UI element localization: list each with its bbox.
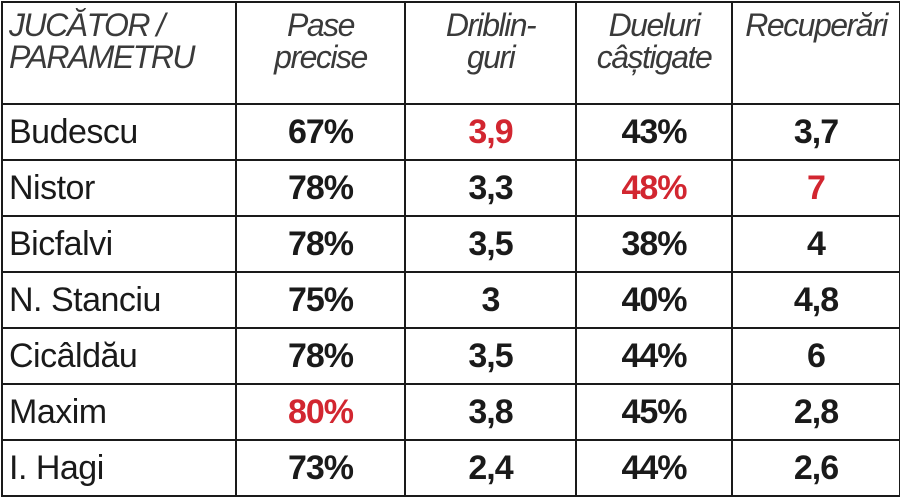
recoveries-cell: 3,7 bbox=[731, 103, 900, 161]
header-line: Pase bbox=[287, 7, 355, 43]
player-name-cell: Budescu bbox=[1, 103, 237, 161]
accurate-passes-cell: 78% bbox=[235, 327, 406, 385]
duels-won-cell: 44% bbox=[575, 439, 733, 497]
table-row: Cicâldău 78% 3,5 44% 6 bbox=[1, 327, 900, 385]
header-line: precise bbox=[274, 39, 368, 75]
accurate-passes-cell: 78% bbox=[235, 159, 406, 217]
dribbles-cell: 3,9 bbox=[404, 103, 577, 161]
header-line: Recuperări bbox=[745, 7, 888, 43]
table-row: Nistor 78% 3,3 48% 7 bbox=[1, 159, 900, 217]
duels-won-cell: 48% bbox=[575, 159, 733, 217]
recoveries-cell: 2,6 bbox=[731, 439, 900, 497]
player-name-cell: N. Stanciu bbox=[1, 271, 237, 329]
dribbles-cell: 3,8 bbox=[404, 383, 577, 441]
header-duels-won: Dueluri câștigate bbox=[575, 1, 733, 105]
accurate-passes-cell: 67% bbox=[235, 103, 406, 161]
dribbles-cell: 3 bbox=[404, 271, 577, 329]
accurate-passes-cell: 73% bbox=[235, 439, 406, 497]
header-line: JUCĂTOR / bbox=[9, 7, 165, 43]
header-line: câștigate bbox=[596, 39, 713, 75]
header-accurate-passes: Pase precise bbox=[235, 1, 406, 105]
duels-won-cell: 44% bbox=[575, 327, 733, 385]
recoveries-cell: 4 bbox=[731, 215, 900, 273]
table-row: I. Hagi 73% 2,4 44% 2,6 bbox=[1, 439, 900, 497]
header-line: Driblin- bbox=[445, 7, 537, 43]
accurate-passes-cell: 80% bbox=[235, 383, 406, 441]
table-row: Maxim 80% 3,8 45% 2,8 bbox=[1, 383, 900, 441]
accurate-passes-cell: 75% bbox=[235, 271, 406, 329]
table-row: Budescu 67% 3,9 43% 3,7 bbox=[1, 103, 900, 161]
player-name-cell: I. Hagi bbox=[1, 439, 237, 497]
table-row: Bicfalvi 78% 3,5 38% 4 bbox=[1, 215, 900, 273]
recoveries-cell: 6 bbox=[731, 327, 900, 385]
recoveries-cell: 4,8 bbox=[731, 271, 900, 329]
accurate-passes-cell: 78% bbox=[235, 215, 406, 273]
header-player-parameter: JUCĂTOR / PARAMETRU bbox=[1, 1, 237, 105]
header-line: PARAMETRU bbox=[9, 39, 196, 75]
dribbles-cell: 3,3 bbox=[404, 159, 577, 217]
player-name-cell: Nistor bbox=[1, 159, 237, 217]
dribbles-cell: 3,5 bbox=[404, 327, 577, 385]
recoveries-cell: 7 bbox=[731, 159, 900, 217]
player-name-cell: Bicfalvi bbox=[1, 215, 237, 273]
header-row: JUCĂTOR / PARAMETRU Pase precise Driblin… bbox=[1, 1, 900, 105]
header-line: guri bbox=[466, 39, 516, 75]
header-recoveries: Recuperări bbox=[731, 1, 900, 105]
header-dribbles: Driblin- guri bbox=[404, 1, 577, 105]
duels-won-cell: 40% bbox=[575, 271, 733, 329]
header-line: Dueluri bbox=[608, 7, 701, 43]
recoveries-cell: 2,8 bbox=[731, 383, 900, 441]
duels-won-cell: 45% bbox=[575, 383, 733, 441]
duels-won-cell: 38% bbox=[575, 215, 733, 273]
table-row: N. Stanciu 75% 3 40% 4,8 bbox=[1, 271, 900, 329]
duels-won-cell: 43% bbox=[575, 103, 733, 161]
dribbles-cell: 2,4 bbox=[404, 439, 577, 497]
player-name-cell: Cicâldău bbox=[1, 327, 237, 385]
dribbles-cell: 3,5 bbox=[404, 215, 577, 273]
player-name-cell: Maxim bbox=[1, 383, 237, 441]
